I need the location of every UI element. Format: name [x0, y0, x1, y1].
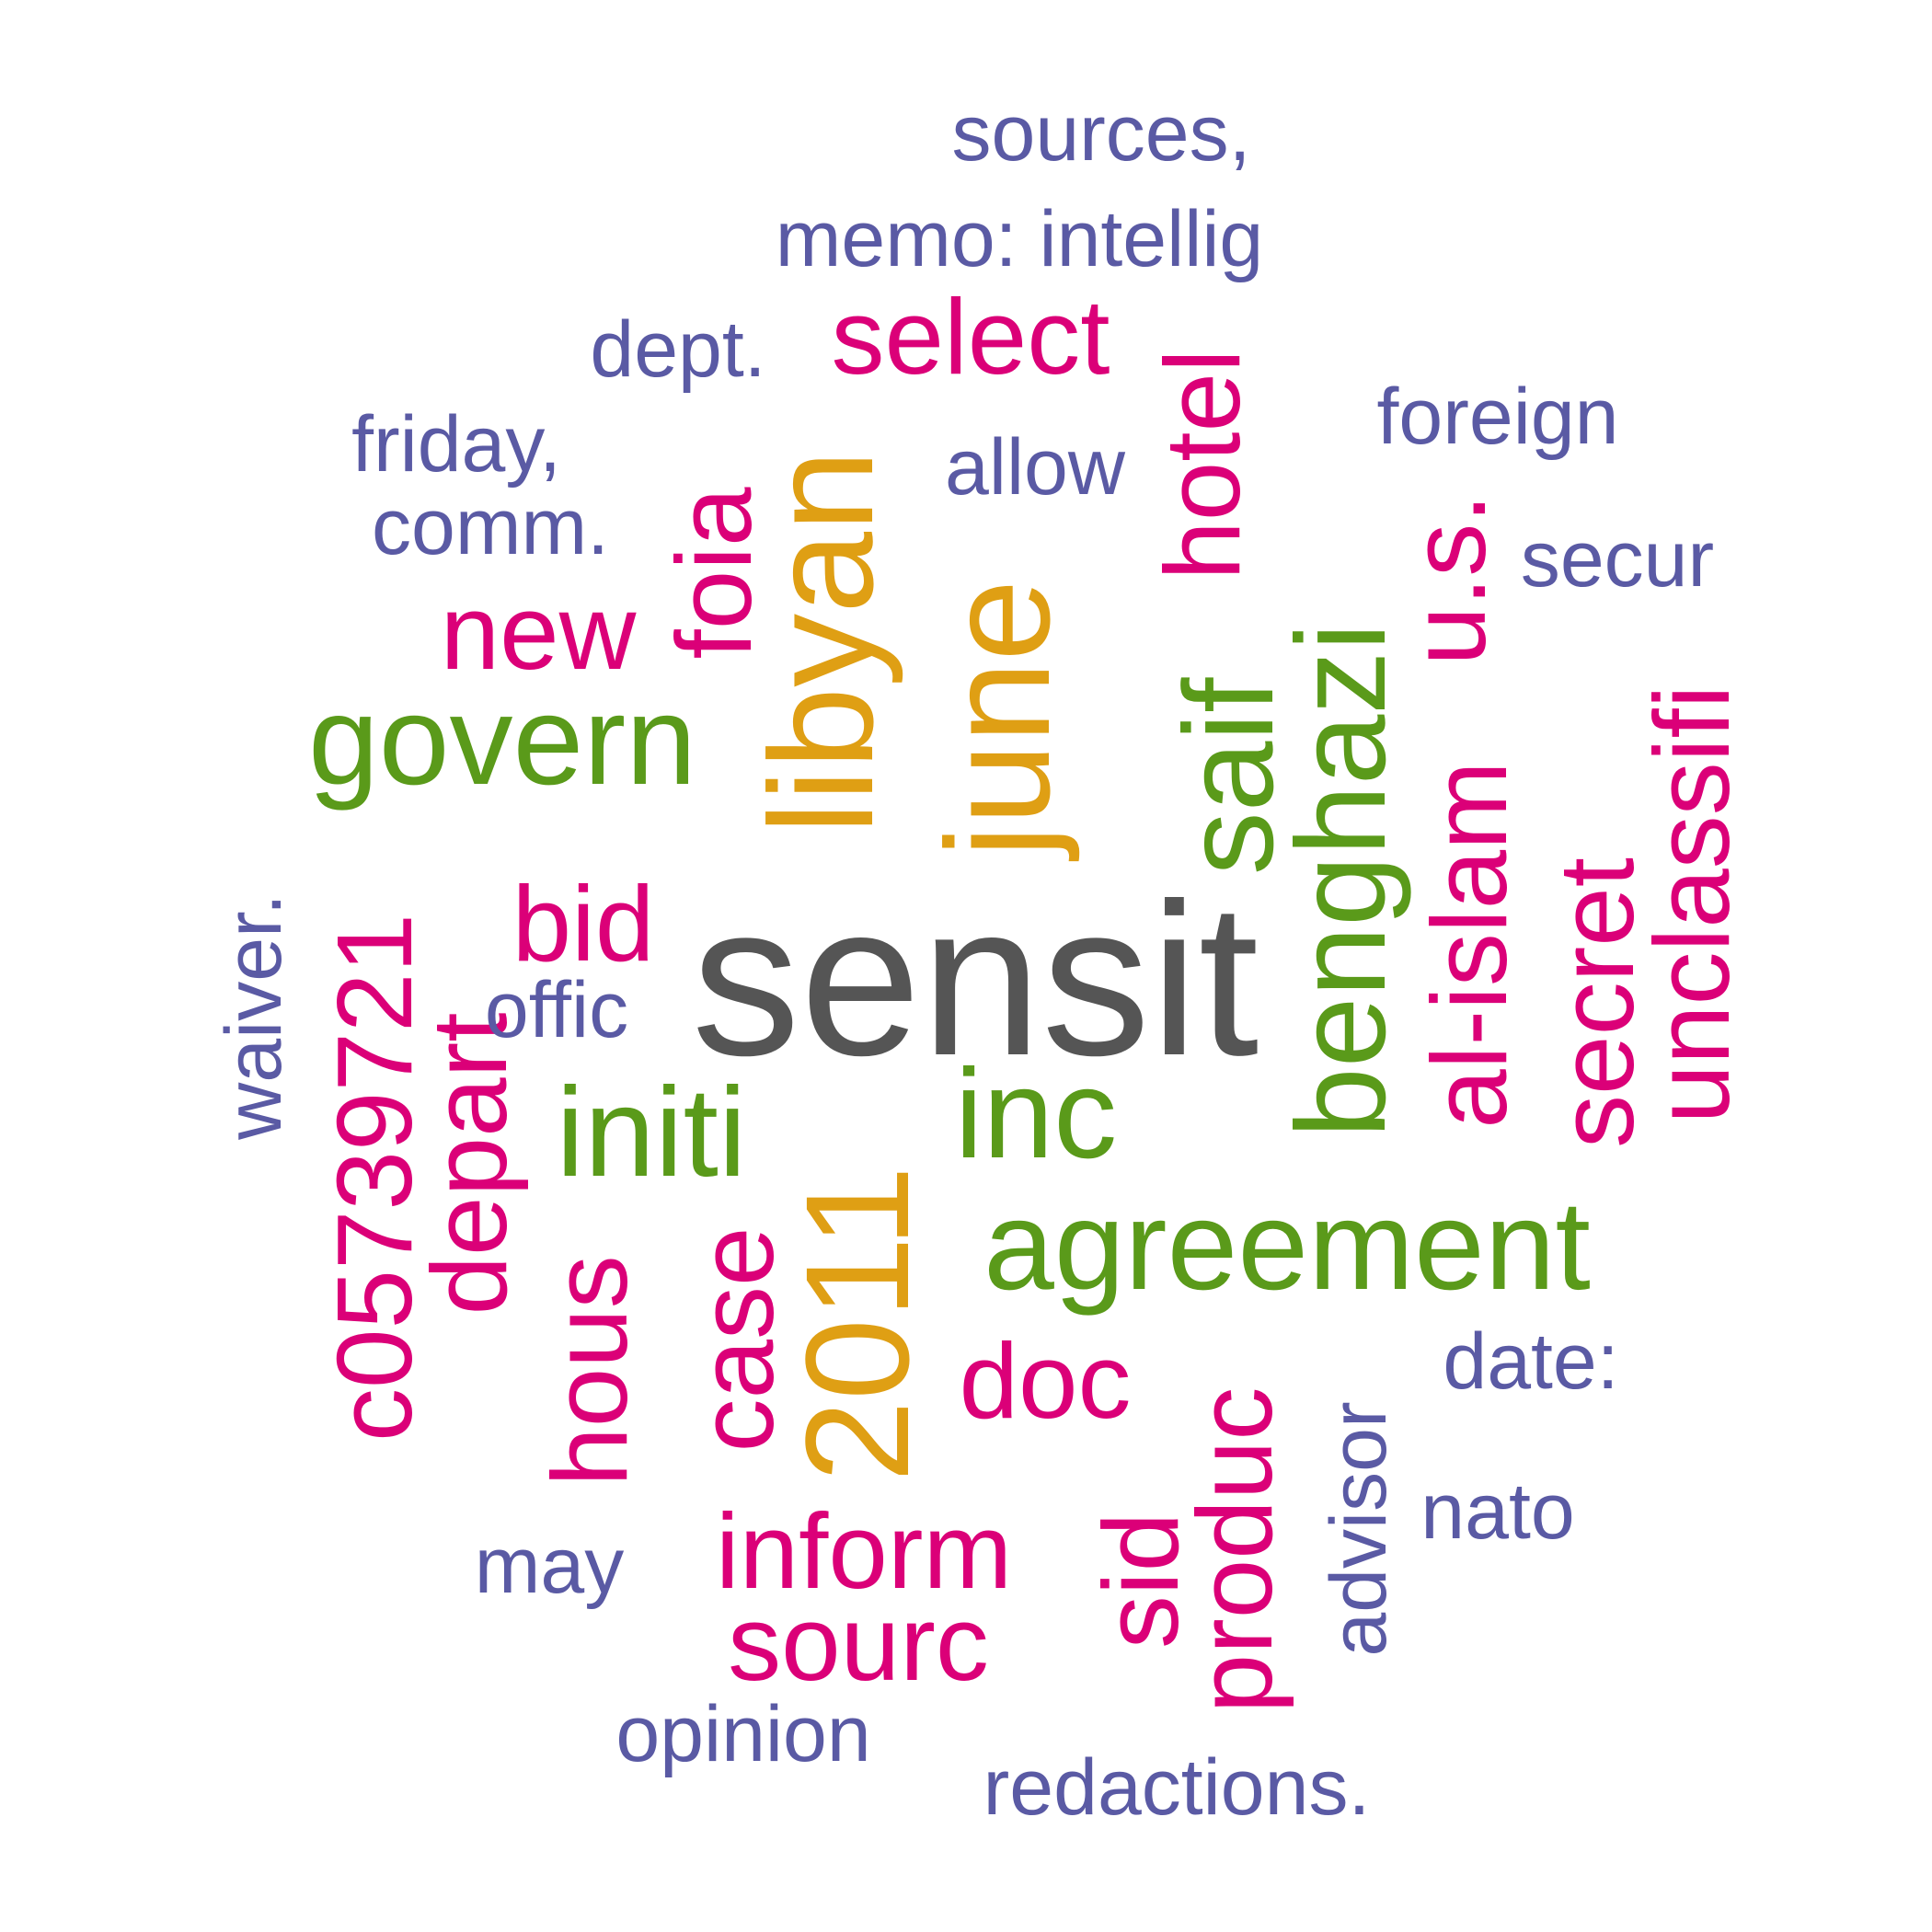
word-initi: initi — [556, 1062, 747, 1203]
word-al-islam: al-islam — [1409, 761, 1529, 1129]
word-memo: memo: intellig — [775, 195, 1264, 283]
word-produc: produc — [1175, 1386, 1294, 1714]
word-comm: comm. — [372, 483, 609, 571]
word-select: select — [831, 277, 1110, 397]
word-may: may — [474, 1522, 625, 1610]
word-saif: saif — [1158, 677, 1300, 876]
word-foia: foia — [654, 487, 774, 660]
word-hous: hous — [530, 1255, 650, 1487]
word-friday: friday, — [351, 400, 561, 489]
word-inc: inc — [954, 1043, 1118, 1185]
word-agreement: agreement — [983, 1175, 1591, 1317]
word-secret: secret — [1536, 857, 1656, 1148]
word-redactions: redactions. — [983, 1743, 1371, 1832]
word-foreign: foreign — [1376, 373, 1619, 461]
word-secur: secur — [1520, 515, 1715, 604]
word-june: june — [915, 579, 1080, 858]
word-2011: 2011 — [775, 1165, 939, 1483]
word-dept: dept. — [590, 305, 766, 394]
word-waiver: waiver. — [210, 893, 298, 1140]
word-us: u.s. — [1388, 493, 1508, 666]
word-hotel: hotel — [1143, 349, 1262, 581]
word-case: case — [676, 1226, 796, 1453]
word-doc: doc — [959, 1321, 1132, 1441]
word-allow: allow — [945, 423, 1125, 512]
word-date: date: — [1443, 1317, 1619, 1406]
word-new: new — [440, 572, 637, 692]
word-sensit: sensit — [691, 858, 1259, 1101]
word-sourc: sourc — [728, 1583, 989, 1703]
word-inform: inform — [715, 1491, 1013, 1611]
word-nato: nato — [1420, 1467, 1575, 1556]
word-offic: offic — [484, 966, 629, 1054]
word-sources: sources, — [951, 89, 1251, 178]
word-depart: depart — [409, 1012, 529, 1316]
word-advisor: advisor — [1315, 1401, 1403, 1657]
word-opinion: opinion — [615, 1690, 871, 1778]
word-govern: govern — [308, 670, 696, 811]
word-bid: bid — [512, 864, 655, 983]
